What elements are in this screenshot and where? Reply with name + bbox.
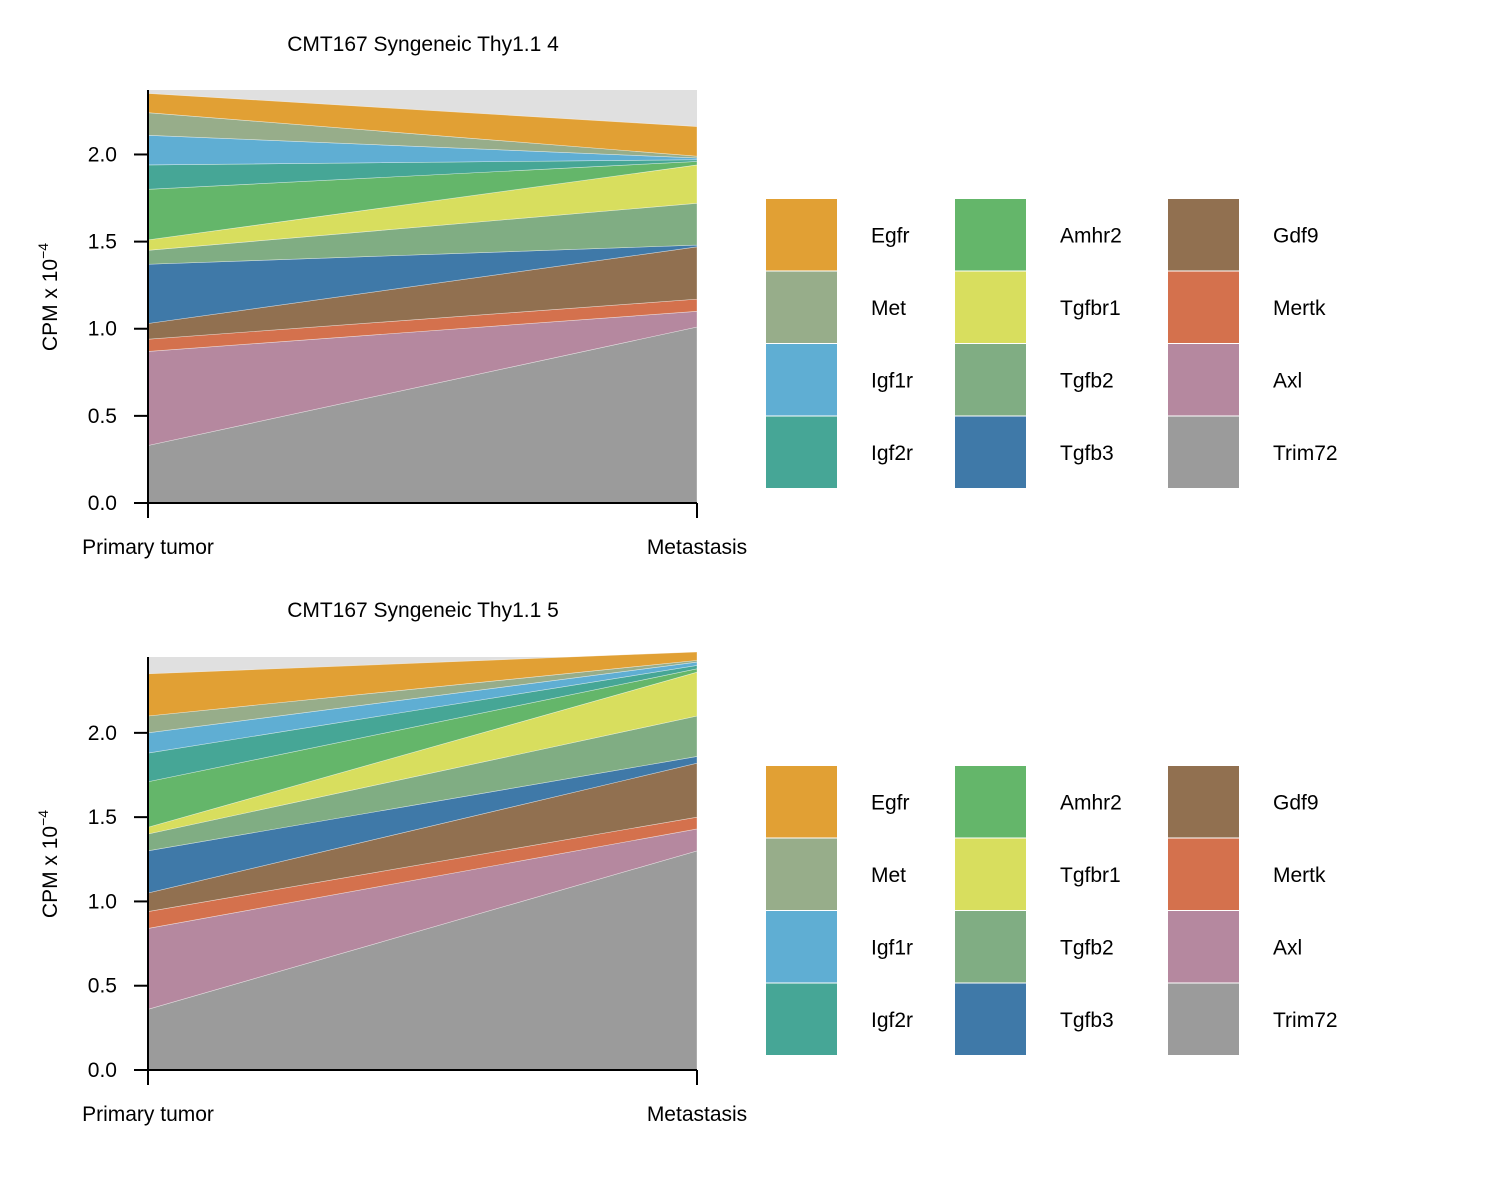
- y-tick-label: 1.0: [88, 890, 117, 913]
- legend-swatch-gdf9: [1168, 199, 1239, 271]
- legend-swatch-trim72: [1168, 983, 1239, 1055]
- y-axis-label-text: CPM x 10: [39, 826, 62, 918]
- x-axis: Primary tumor Metastasis: [82, 502, 747, 559]
- legend-swatch-tgfb2: [955, 911, 1026, 983]
- legend-swatch-igf1r: [766, 911, 837, 983]
- legend-label-tgfbr1: Tgfbr1: [1060, 864, 1121, 887]
- y-axis-label-exponent: −4: [35, 810, 51, 826]
- legend-label-tgfb2: Tgfb2: [1060, 936, 1114, 959]
- y-tick-label: 2.0: [88, 722, 117, 745]
- panel-1: CMT167 Syngeneic Thy1.1 4 0.0 0.5 1.0 1.5 2.…: [35, 33, 1338, 559]
- y-axis-label-exponent: −4: [35, 243, 51, 259]
- x-tick-label-primary: Primary tumor: [82, 1103, 214, 1126]
- y-tick-label: 1.5: [88, 231, 117, 254]
- legend-label-tgfb3: Tgfb3: [1060, 1009, 1114, 1032]
- legend-label-tgfb3: Tgfb3: [1060, 442, 1114, 465]
- y-tick-label: 1.0: [88, 318, 117, 341]
- legend-label-igf1r: Igf1r: [871, 369, 913, 392]
- legend: Egfr Met Igf1r Igf2r Amhr2 Tgfbr1 Tgfb2 Tgfb3 Gd…: [766, 199, 1338, 488]
- legend-swatch-axl: [1168, 911, 1239, 983]
- y-tick-label: 1.5: [88, 806, 117, 829]
- y-axis: 0.0 0.5 1.0 1.5 2.0: [88, 657, 149, 1082]
- y-tick-label: 2.0: [88, 143, 117, 166]
- x-tick-label-metastasis: Metastasis: [647, 536, 747, 559]
- legend-swatch-egfr: [766, 766, 837, 838]
- legend-label-egfr: Egfr: [871, 791, 910, 814]
- legend-label-mertk: Mertk: [1273, 297, 1326, 320]
- legend-swatch-igf1r: [766, 344, 837, 416]
- legend-label-amhr2: Amhr2: [1060, 224, 1122, 247]
- legend-label-igf1r: Igf1r: [871, 936, 913, 959]
- legend-swatch-mertk: [1168, 271, 1239, 343]
- legend-label-tgfb2: Tgfb2: [1060, 369, 1114, 392]
- legend-label-amhr2: Amhr2: [1060, 791, 1122, 814]
- legend-swatch-igf2r: [766, 416, 837, 488]
- y-ticks: 0.0 0.5 1.0 1.5 2.0: [88, 143, 148, 515]
- legend-swatch-axl: [1168, 344, 1239, 416]
- chart-title: CMT167 Syngeneic Thy1.1 5: [287, 599, 559, 622]
- y-axis-label-text: CPM x 10: [39, 259, 62, 351]
- legend-label-axl: Axl: [1273, 369, 1302, 392]
- legend-swatch-tgfb3: [955, 416, 1026, 488]
- x-tick-label-metastasis: Metastasis: [647, 1103, 747, 1126]
- y-ticks: 0.0 0.5 1.0 1.5 2.0: [88, 722, 148, 1082]
- legend-swatch-amhr2: [955, 766, 1026, 838]
- legend-swatch-gdf9: [1168, 766, 1239, 838]
- legend-label-gdf9: Gdf9: [1273, 791, 1319, 814]
- plot-area: [147, 90, 698, 504]
- legend-swatch-egfr: [766, 199, 837, 271]
- legend-label-egfr: Egfr: [871, 224, 910, 247]
- legend-swatch-amhr2: [955, 199, 1026, 271]
- legend-label-met: Met: [871, 297, 906, 320]
- legend-swatch-tgfbr1: [955, 838, 1026, 910]
- y-tick-label: 0.5: [88, 975, 117, 998]
- legend-label-igf2r: Igf2r: [871, 1009, 913, 1032]
- y-axis-label: CPM x 10−4: [35, 243, 62, 351]
- legend-label-mertk: Mertk: [1273, 864, 1326, 887]
- legend-swatch-tgfbr1: [955, 271, 1026, 343]
- panel-2: CMT167 Syngeneic Thy1.1 5 0.0 0.5 1.0 1.5 2.…: [35, 599, 1338, 1126]
- legend-label-trim72: Trim72: [1273, 442, 1338, 465]
- y-tick-label: 0.0: [88, 492, 117, 515]
- chart-title: CMT167 Syngeneic Thy1.1 4: [287, 33, 559, 56]
- legend-swatch-mertk: [1168, 838, 1239, 910]
- legend-swatch-tgfb3: [955, 983, 1026, 1055]
- legend-swatch-met: [766, 838, 837, 910]
- legend-label-axl: Axl: [1273, 936, 1302, 959]
- legend-label-igf2r: Igf2r: [871, 442, 913, 465]
- legend-label-gdf9: Gdf9: [1273, 224, 1319, 247]
- x-tick-label-primary: Primary tumor: [82, 536, 214, 559]
- y-axis-label: CPM x 10−4: [35, 810, 62, 918]
- y-axis: 0.0 0.5 1.0 1.5 2.0: [88, 90, 149, 515]
- y-tick-label: 0.5: [88, 405, 117, 428]
- legend-label-trim72: Trim72: [1273, 1009, 1338, 1032]
- legend-label-met: Met: [871, 864, 906, 887]
- legend: Egfr Met Igf1r Igf2r Amhr2 Tgfbr1 Tgfb2 Tgfb3 Gd…: [766, 766, 1338, 1055]
- legend-swatch-igf2r: [766, 983, 837, 1055]
- legend-swatch-trim72: [1168, 416, 1239, 488]
- legend-label-tgfbr1: Tgfbr1: [1060, 297, 1121, 320]
- legend-swatch-met: [766, 271, 837, 343]
- area-layers: [147, 651, 698, 1071]
- area-layers: [147, 93, 698, 504]
- legend-swatch-tgfb2: [955, 344, 1026, 416]
- plot-area: [147, 651, 698, 1071]
- x-axis: Primary tumor Metastasis: [82, 1069, 747, 1126]
- y-tick-label: 0.0: [88, 1059, 117, 1082]
